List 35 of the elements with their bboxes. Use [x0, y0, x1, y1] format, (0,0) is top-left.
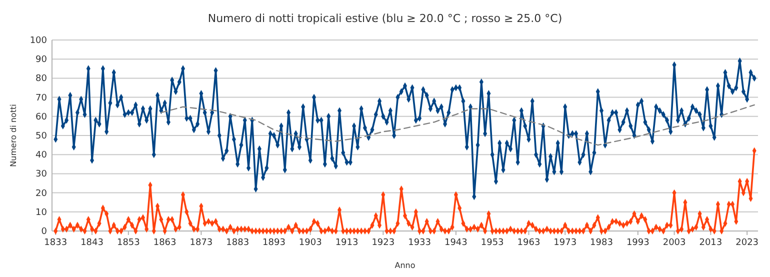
x-tick-label: 1853 [116, 238, 140, 248]
x-tick-label: 1843 [80, 238, 104, 248]
y-axis-title: Numero di notti [9, 104, 18, 167]
x-tick-label: 1973 [554, 238, 577, 248]
x-tick-label: 1833 [44, 238, 68, 248]
x-tick-label: 1883 [226, 238, 250, 248]
x-tick-label: 1983 [590, 238, 613, 248]
x-tick-label: 1873 [190, 238, 213, 248]
x-tick-label: 1943 [444, 238, 468, 248]
y-tick-label: 90 [36, 55, 48, 66]
x-tick-label: 1893 [262, 238, 286, 248]
x-tick-label: 1933 [408, 238, 432, 248]
x-tick-label: 1923 [372, 238, 395, 248]
x-axis-title: Anno [394, 261, 416, 270]
y-tick-label: 80 [36, 74, 48, 84]
x-tick-label: 2003 [662, 238, 686, 248]
x-tick-label: 1963 [517, 238, 540, 248]
y-tick-label: 70 [36, 93, 48, 104]
y-tick-label: 20 [36, 188, 48, 199]
x-tick-label: 1993 [626, 238, 650, 248]
y-tick-label: 40 [36, 150, 48, 161]
x-tick-label: 1913 [335, 238, 358, 248]
y-tick-label: 60 [36, 112, 48, 122]
chart-title: Numero di notti tropicali estive (blu ≥ 20.0 °C ; rosso ≥ 25.0 °C) [208, 12, 562, 25]
y-tick-label: 10 [36, 208, 48, 218]
y-tick-label: 0 [41, 227, 48, 237]
y-tick-label: 50 [36, 132, 48, 142]
x-tick-label: 1953 [480, 238, 504, 248]
y-tick-label: 100 [30, 36, 48, 46]
x-tick-label: 2023 [736, 238, 759, 248]
line-series [160, 104, 755, 146]
x-tick-label: 2013 [699, 238, 722, 248]
x-tick-label: 1903 [298, 238, 322, 248]
y-tick-label: 30 [36, 170, 48, 180]
x-tick-label: 1863 [153, 238, 176, 248]
